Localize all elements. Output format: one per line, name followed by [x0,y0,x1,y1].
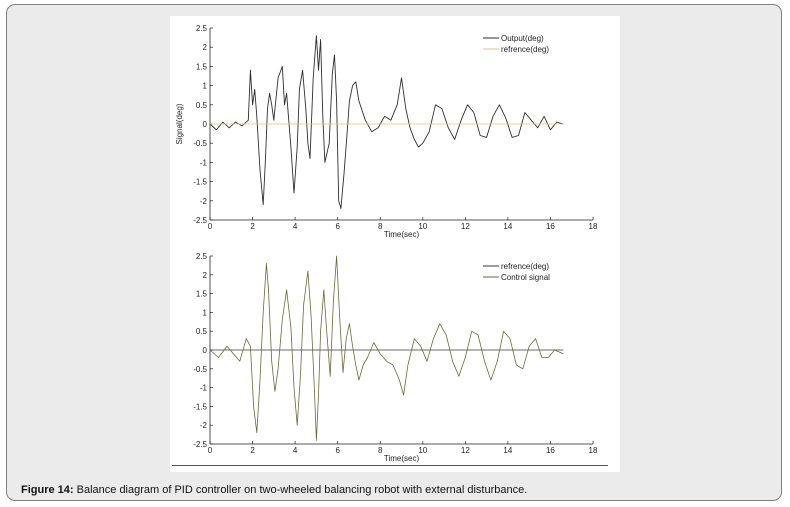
x-tick-label: 16 [546,222,555,231]
figure-caption: Figure 14: Balance diagram of PID contro… [21,484,527,496]
y-tick-label: 1.5 [196,290,208,299]
y-tick-label: 0 [203,346,208,355]
x-tick-label: 4 [293,222,298,231]
y-tick-label: 2.5 [196,252,208,261]
x-tick-label: 6 [335,446,340,455]
y-tick-label: 2.5 [196,24,208,33]
legend-label: Output(deg) [501,34,544,43]
y-tick-label: 2 [203,271,208,280]
x-tick-label: 18 [589,446,598,455]
legend-label: Control signal [501,273,550,282]
y-tick-label: -1.5 [193,402,207,411]
legend-label: refrence(deg) [501,45,549,54]
x-tick-label: 8 [378,222,383,231]
series-line [209,255,564,441]
bottom-chart: -2.5 -2 -1.5 -1 -0.5 0 0.5 1 1.5 2 2.5 0 2 4 6 8 10 12 14 1… [193,252,598,463]
y-tick-label: -2 [200,421,208,430]
y-axis-label: Signal(deg) [175,103,184,144]
series-line [209,35,564,209]
y-tick-label: -2 [200,197,208,206]
x-tick-label: 16 [546,446,555,455]
x-tick-label: 0 [208,222,213,231]
top-chart: -2.5 -2 -1.5 -1 -0.5 0 0.5 1 1.5 2 2.5 0 2 4 6 8 10 12 14 1… [175,24,598,239]
plot-canvas: -2.5-2-1.5-1-0.500.511.522.50 2 4 6 8 10 12 14 1… [175,24,598,463]
x-tick-label: 18 [589,222,598,231]
x-tick-label: 10 [418,222,427,231]
y-tick-label: -1 [200,384,208,393]
y-tick-label: 0.5 [196,327,208,336]
x-tick-label: 6 [335,222,340,231]
y-tick-label: 0.5 [196,101,208,110]
y-tick-label: -2.5 [193,216,207,225]
y-tick-label: -1 [200,158,208,167]
caption-label: Figure 14: [21,484,74,496]
x-axis-label: Time(sec) [384,230,420,239]
x-tick-label: 12 [461,222,470,231]
x-tick-label: 14 [503,446,512,455]
x-tick-label: 0 [208,446,213,455]
y-tick-label: 1 [203,308,208,317]
y-tick-label: -1.5 [193,178,207,187]
x-tick-label: 2 [250,446,255,455]
y-tick-label: -0.5 [193,139,207,148]
x-tick-label: 2 [250,222,255,231]
x-tick-label: 10 [418,446,427,455]
x-axis-label: Time(sec) [384,454,420,463]
x-tick-label: 12 [461,446,470,455]
figure-area: -2.5 -2 -1.5 -1 -0.5 0 0.5 1 1.5 2 2.5 0 2 4 6 8 10 12 14 1… [170,16,620,472]
y-tick-label: 1 [203,82,208,91]
y-tick-label: 1.5 [196,62,208,71]
y-tick-label: 0 [203,120,208,129]
legend-label: refrence(deg) [501,262,549,271]
x-tick-label: 4 [293,446,298,455]
x-tick-label: 8 [378,446,383,455]
y-tick-label: -0.5 [193,365,207,374]
y-tick-label: 2 [203,43,208,52]
x-tick-label: 14 [503,222,512,231]
y-tick-label: -2.5 [193,440,207,449]
figure-divider [172,465,608,466]
caption-text: Balance diagram of PID controller on two… [73,484,528,496]
